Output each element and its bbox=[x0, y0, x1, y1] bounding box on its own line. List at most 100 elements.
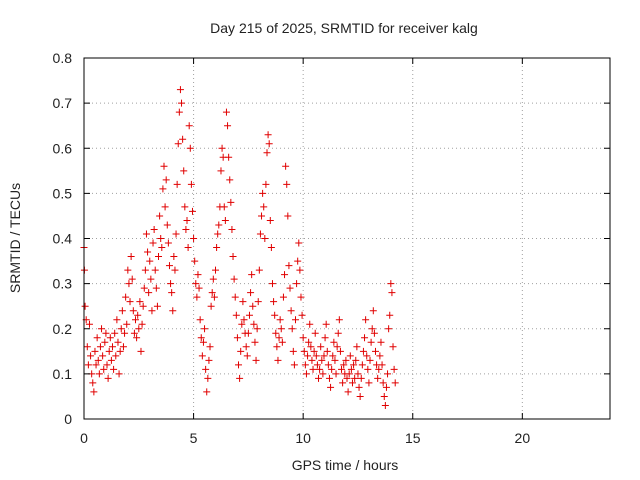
y-tick-label: 0.8 bbox=[53, 50, 73, 66]
data-point bbox=[208, 289, 216, 297]
data-point bbox=[107, 356, 115, 364]
data-point bbox=[152, 284, 160, 292]
data-point bbox=[142, 230, 150, 238]
data-point bbox=[169, 307, 177, 315]
data-point bbox=[227, 198, 235, 206]
data-point bbox=[176, 86, 184, 94]
data-point bbox=[164, 239, 172, 247]
data-point bbox=[309, 365, 317, 373]
data-point bbox=[187, 180, 195, 188]
data-point bbox=[313, 361, 321, 369]
data-point bbox=[108, 343, 116, 351]
data-point bbox=[315, 374, 323, 382]
data-point bbox=[272, 329, 280, 337]
data-point bbox=[110, 365, 118, 373]
data-point bbox=[284, 212, 292, 220]
data-point bbox=[316, 365, 324, 373]
data-point bbox=[161, 203, 169, 211]
data-point bbox=[334, 329, 342, 337]
data-point bbox=[116, 347, 124, 355]
data-point bbox=[153, 302, 161, 310]
data-point bbox=[174, 140, 182, 148]
data-point bbox=[247, 289, 255, 297]
data-point bbox=[348, 379, 356, 387]
data-point bbox=[94, 356, 102, 364]
data-point bbox=[170, 253, 178, 261]
data-point bbox=[384, 370, 392, 378]
data-point bbox=[147, 275, 155, 283]
data-point bbox=[93, 334, 101, 342]
data-point bbox=[214, 230, 222, 238]
y-tick-label: 0 bbox=[64, 411, 72, 427]
data-point bbox=[213, 244, 221, 252]
data-point bbox=[182, 225, 190, 233]
data-point bbox=[236, 374, 244, 382]
data-point bbox=[342, 356, 350, 364]
data-point bbox=[191, 257, 199, 265]
data-point bbox=[370, 329, 378, 337]
data-point bbox=[261, 235, 269, 242]
data-point bbox=[228, 225, 236, 233]
data-point bbox=[289, 347, 297, 355]
data-point bbox=[226, 176, 234, 184]
data-point bbox=[356, 392, 364, 400]
data-point bbox=[89, 379, 97, 387]
data-point bbox=[232, 311, 240, 319]
data-point bbox=[253, 325, 261, 333]
data-point bbox=[163, 221, 171, 229]
data-point bbox=[252, 356, 260, 364]
data-point bbox=[202, 365, 210, 373]
data-point bbox=[362, 316, 370, 324]
data-point bbox=[358, 361, 366, 369]
data-point bbox=[345, 370, 353, 378]
data-point bbox=[203, 388, 211, 396]
data-point bbox=[141, 266, 149, 274]
data-point bbox=[296, 266, 304, 274]
data-point bbox=[179, 135, 187, 143]
data-point bbox=[274, 356, 282, 364]
data-point bbox=[98, 325, 106, 333]
data-point bbox=[102, 329, 110, 337]
data-point bbox=[240, 316, 248, 324]
data-point bbox=[374, 374, 382, 382]
data-point bbox=[287, 307, 295, 315]
data-point bbox=[378, 361, 386, 369]
data-point bbox=[346, 352, 354, 360]
data-point bbox=[335, 316, 343, 324]
data-point bbox=[83, 343, 91, 351]
data-point bbox=[318, 356, 326, 364]
data-point bbox=[165, 262, 173, 270]
data-point bbox=[225, 153, 233, 161]
data-point bbox=[231, 293, 239, 301]
data-point bbox=[265, 140, 273, 148]
data-point bbox=[307, 343, 315, 351]
data-point bbox=[338, 365, 346, 373]
data-point bbox=[301, 361, 309, 369]
data-point bbox=[129, 307, 137, 315]
data-point bbox=[367, 338, 375, 346]
data-point bbox=[81, 302, 89, 310]
data-point bbox=[368, 325, 376, 333]
data-point bbox=[186, 144, 194, 152]
data-point bbox=[204, 374, 212, 382]
data-point bbox=[148, 307, 156, 315]
data-point bbox=[146, 257, 154, 265]
data-point bbox=[324, 361, 332, 369]
data-point bbox=[329, 352, 337, 360]
data-point bbox=[180, 167, 188, 175]
data-point bbox=[388, 289, 396, 297]
data-point bbox=[181, 203, 189, 211]
data-point bbox=[323, 347, 331, 355]
data-point bbox=[325, 374, 333, 382]
data-point bbox=[390, 365, 398, 373]
data-point bbox=[190, 235, 198, 242]
data-point bbox=[270, 298, 278, 306]
data-point bbox=[391, 379, 399, 387]
data-point bbox=[330, 338, 338, 346]
data-point bbox=[209, 275, 217, 283]
data-point bbox=[134, 311, 142, 319]
data-point bbox=[139, 302, 147, 310]
data-point bbox=[258, 212, 266, 220]
data-point bbox=[90, 388, 98, 396]
